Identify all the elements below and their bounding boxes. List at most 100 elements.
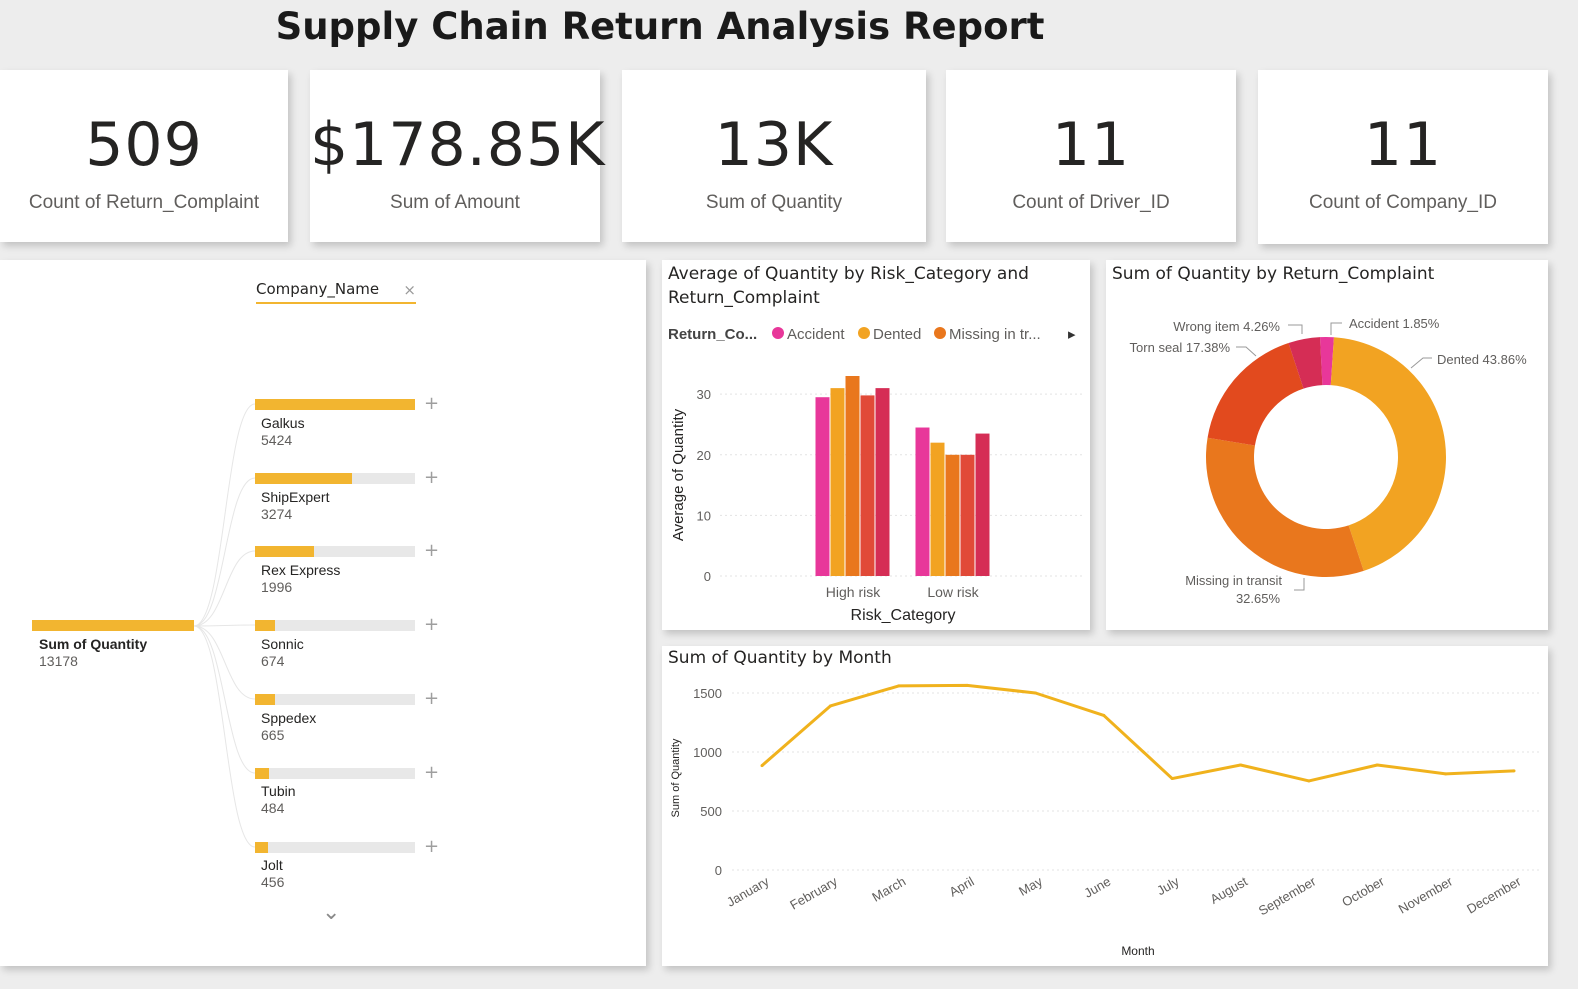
node-bar[interactable] (255, 620, 415, 631)
y-axis-title: Average of Quantity (670, 408, 687, 541)
y-tick-label: 20 (697, 448, 711, 463)
data-point (897, 684, 901, 688)
y-tick-label: 0 (704, 569, 711, 584)
x-axis-title: Month (1121, 944, 1154, 958)
y-tick-label: 0 (715, 863, 722, 878)
tree-connector-line (193, 477, 256, 627)
expand-icon[interactable]: + (424, 836, 440, 857)
level-header-label: Company_Name (256, 280, 380, 298)
x-axis-title: Risk_Category (851, 607, 956, 624)
x-tick-label: March (869, 874, 908, 905)
legend-item-dented[interactable]: Dented (873, 326, 921, 343)
x-tick-label: February (787, 873, 840, 912)
slice-label: Dented 43.86% (1437, 352, 1527, 367)
kpi-value: 11 (1051, 110, 1131, 180)
tree-connector-line (193, 625, 256, 700)
expand-icon[interactable]: + (424, 762, 440, 783)
expand-icon[interactable]: + (424, 688, 440, 709)
avg-quantity-bar-chart[interactable]: Average of Quantity by Risk_Category and… (662, 260, 1090, 630)
node-value: 456 (261, 874, 285, 890)
data-point (1375, 763, 1379, 767)
chevron-down-icon[interactable]: ⌄ (322, 900, 341, 925)
return-complaint-donut-chart[interactable]: Sum of Quantity by Return_Complaint Acci… (1106, 260, 1548, 630)
bar-mark (830, 388, 845, 576)
tree-connector-line (193, 550, 256, 627)
x-tick-label: November (1396, 873, 1456, 916)
node-bar-fill (255, 694, 275, 705)
donut-slice (1207, 343, 1304, 446)
kpi-label: Count of Company_ID (1309, 192, 1497, 213)
leader-line (1330, 322, 1342, 335)
tree-level-header[interactable]: Company_Name × (256, 280, 416, 304)
close-icon[interactable]: × (403, 281, 416, 299)
legend-title: Return_Co... (668, 326, 757, 343)
node-bar-fill (255, 399, 415, 410)
donut-slice (1320, 337, 1334, 386)
leader-line (1288, 324, 1303, 334)
root-label: Sum of Quantity (39, 636, 148, 652)
tree-connector-line (193, 403, 256, 627)
node-value: 484 (261, 800, 285, 816)
x-tick-label: April (947, 874, 977, 900)
root-value: 13178 (39, 653, 78, 669)
quantity-by-month-line-chart[interactable]: Sum of Quantity by Month 0 500 1000 1500 Jan… (662, 646, 1548, 966)
legend-item-missing[interactable]: Missing in tr... (949, 326, 1041, 343)
node-value: 5424 (261, 432, 293, 448)
x-tick-label: December (1464, 873, 1524, 916)
bar-mark (845, 376, 860, 576)
node-bar[interactable] (255, 694, 415, 705)
kpi-label: Count of Return_Complaint (28, 192, 260, 213)
data-point (1102, 713, 1106, 717)
bar-mark (945, 454, 960, 576)
node-bar[interactable] (255, 768, 415, 779)
data-point (828, 704, 832, 708)
node-bar[interactable] (255, 399, 415, 410)
expand-icon[interactable]: + (424, 540, 440, 561)
chart-title: Sum of Quantity by Month (668, 648, 892, 668)
donut-chart-svg: Accident 1.85% Dented 43.86% Wrong item 4.… (1130, 316, 1528, 606)
node-bar[interactable] (255, 842, 415, 853)
x-tick-label: Low risk (927, 584, 979, 600)
legend-marker-missing (934, 327, 946, 339)
node-label: Sppedex (261, 710, 317, 726)
kpi-card-amount[interactable]: $178.85K Sum of Amount (310, 70, 604, 242)
y-tick-label: 10 (697, 508, 711, 523)
x-tick-label: September (1256, 873, 1319, 918)
legend-marker-dented (858, 327, 870, 339)
x-tick-label: January (724, 873, 772, 909)
y-tick-label: 30 (697, 387, 711, 402)
legend-next-arrow-icon[interactable]: ▸ (1068, 326, 1076, 343)
root-bar[interactable] (32, 620, 194, 631)
node-bar[interactable] (255, 473, 415, 484)
bar-mark (915, 427, 930, 576)
node-value: 1996 (261, 579, 293, 595)
donut-slice (1288, 337, 1323, 389)
leader-line (1236, 346, 1257, 357)
expand-icon[interactable]: + (424, 393, 440, 414)
kpi-card-return-complaint[interactable]: 509 Count of Return_Complaint (0, 70, 288, 242)
data-point (1170, 777, 1174, 781)
data-point (1239, 763, 1243, 767)
bar-mark (960, 454, 975, 576)
bar-mark (815, 397, 830, 576)
node-bar[interactable] (255, 546, 415, 557)
node-label: Jolt (261, 857, 283, 873)
chart-title: Average of Quantity by Risk_Category and… (668, 264, 1029, 308)
expand-icon[interactable]: + (424, 467, 440, 488)
x-tick-label: October (1339, 873, 1387, 909)
bar-mark (975, 433, 990, 576)
x-tick-label: June (1081, 874, 1113, 901)
legend-item-accident[interactable]: Accident (787, 326, 845, 343)
tree-connectors (193, 403, 256, 848)
report-title: Supply Chain Return Analysis Report (275, 5, 1045, 48)
expand-icon[interactable]: + (424, 614, 440, 635)
decomposition-tree-visual[interactable] (0, 260, 646, 966)
kpi-label: Count of Driver_ID (1012, 192, 1170, 213)
bar-mark (860, 395, 875, 576)
kpi-card-company[interactable]: 11 Count of Company_ID (1258, 70, 1548, 244)
kpi-card-quantity[interactable]: 13K Sum of Quantity (622, 70, 926, 242)
kpi-card-driver[interactable]: 11 Count of Driver_ID (946, 70, 1236, 242)
leader-line (1410, 357, 1432, 369)
donut-slice (1206, 437, 1364, 577)
